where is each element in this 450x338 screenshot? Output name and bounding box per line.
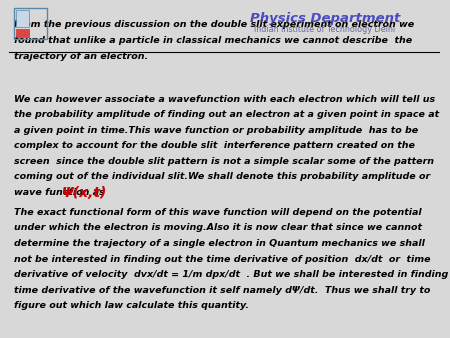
Text: derivative of velocity  dvx/dt = 1/m dpx/dt  . But we shall be interested in fin: derivative of velocity dvx/dt = 1/m dpx/… (14, 270, 450, 279)
Text: trajectory of an electron.: trajectory of an electron. (14, 52, 148, 61)
Text: We can however associate a wavefunction with each electron which will tell us: We can however associate a wavefunction … (14, 95, 435, 104)
Text: Physics Department: Physics Department (250, 12, 400, 25)
Bar (16, 10, 29, 27)
Text: wave function as: wave function as (14, 188, 108, 197)
Text: figure out which law calculate this quantity.: figure out which law calculate this quan… (14, 301, 248, 310)
Text: coming out of the individual slit.We shall denote this probability amplitude or: coming out of the individual slit.We sha… (14, 172, 430, 182)
Bar (16, 29, 29, 37)
Text: determine the trajectory of a single electron in Quantum mechanics we shall: determine the trajectory of a single ele… (14, 239, 424, 248)
Text: From the previous discussion on the double slit experiment on electron we: From the previous discussion on the doub… (14, 20, 414, 29)
Text: The exact functional form of this wave function will depend on the potential: The exact functional form of this wave f… (14, 208, 421, 217)
Text: not be interested in finding out the time derivative of position  dx/dt  or  tim: not be interested in finding out the tim… (14, 255, 430, 264)
Text: a given point in time.This wave function or probability amplitude  has to be: a given point in time.This wave function… (14, 126, 418, 135)
Text: time derivative of the wavefunction it self namely dΨ/dt.  Thus we shall try to: time derivative of the wavefunction it s… (14, 286, 430, 295)
Bar (14, 8, 47, 39)
Text: complex to account for the double slit  interference pattern created on the: complex to account for the double slit i… (14, 141, 414, 150)
Text: Indian Institute of Technology Delhi: Indian Institute of Technology Delhi (254, 25, 396, 34)
Text: screen  since the double slit pattern is not a simple scalar some of the pattern: screen since the double slit pattern is … (14, 157, 433, 166)
Text: found that unlike a particle in classical mechanics we cannot describe  the: found that unlike a particle in classica… (14, 36, 412, 45)
Text: the probability amplitude of finding out an electron at a given point in space a: the probability amplitude of finding out… (14, 110, 439, 119)
Text: Ψ(x,t): Ψ(x,t) (62, 186, 107, 200)
Text: under which the electron is moving.Also it is now clear that since we cannot: under which the electron is moving.Also … (14, 223, 422, 233)
